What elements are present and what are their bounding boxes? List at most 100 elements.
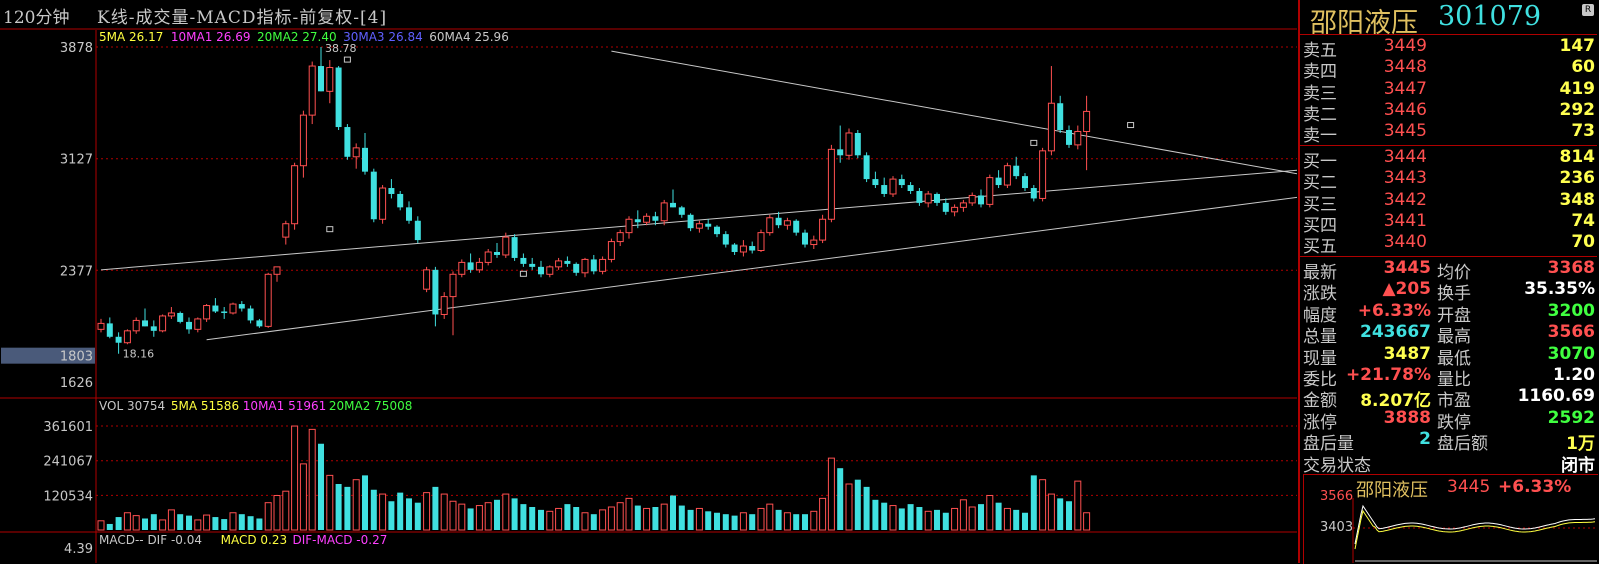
candle-body [256,320,263,327]
order-volume: 814 [1559,147,1596,167]
trend-anchor [1030,139,1038,146]
bid-row[interactable]: 买四 3441 74 [1303,210,1595,236]
volume-bar [186,515,192,530]
volume-bar [607,506,615,531]
kline-chart[interactable]: 3878 3127 2377 1803 1626 361601 241067 120534 4.… [0,0,1297,563]
volume-bar [1022,512,1028,530]
candle-body [229,303,237,314]
bid-row[interactable]: 买二 3443 236 [1303,168,1595,193]
volume-bar [414,502,421,530]
price-tick-label: 1803 [60,350,93,365]
candle-body [1030,188,1037,199]
volume-bar [934,509,940,530]
quote-stat-row: 交易状态 闭市 [1303,451,1595,476]
ask-row[interactable]: 卖二 3446 292 [1303,100,1595,125]
volume-bar [397,492,404,530]
macd-tick-label: 4.39 [64,542,93,557]
order-level-label: 卖五 [1303,41,1337,61]
stat-label: 幅度 [1303,305,1337,326]
volume-bar [845,483,853,531]
stat-value: 35.35% [1524,279,1595,300]
candle-body [1047,102,1055,152]
stat-value: 2 [1419,429,1431,450]
quote-stat-row: 金额 8.207亿 市盈 1160.69 [1303,386,1595,411]
legend-entry: 20MA2 27.40 [257,30,337,44]
candle-body [757,232,765,251]
ask-row[interactable]: 卖五 3449 147 [1303,36,1595,61]
order-volume: 74 [1571,210,1595,231]
mini-price: 3445 [1447,477,1491,497]
volume-bar [881,502,888,530]
stat-label: 金额 [1303,391,1337,412]
volume-bar [810,510,818,531]
ask-row[interactable]: 卖三 3447 419 [1303,78,1596,104]
candle-body [291,165,299,225]
stat-label: 委比 [1303,370,1337,390]
stat-label: 均价 [1437,263,1471,283]
margin-badge: R [1582,4,1594,16]
candle-body [634,219,641,223]
period-label[interactable]: 120分钟 [3,8,70,28]
legend-entry: MACD 0.23 [220,533,288,547]
volume-bar [678,505,685,530]
bid-row[interactable]: 买三 3442 348 [1303,190,1595,215]
candle-body [1003,165,1011,186]
stat-value: 3200 [1547,300,1595,321]
ask-row[interactable]: 卖四 3448 60 [1303,57,1595,82]
candle-body [520,257,527,264]
stat-value: 3368 [1547,258,1595,278]
stat-label: 最高 [1437,327,1471,348]
volume-bar [177,514,184,530]
candle-body [819,218,827,241]
price-tick-label: 2377 [60,264,93,279]
volume-bar [749,514,756,530]
mini-chart-box[interactable] [1303,474,1598,564]
candle-body [221,311,228,313]
volume-bar [115,517,122,530]
chart-area[interactable]: 3878 3127 2377 1803 1626 361601 241067 120534 4.… [0,0,1297,563]
volume-bar [1039,479,1047,531]
volume-bar [299,463,307,531]
candle-body [607,241,615,260]
candle-body [97,322,105,330]
volume-bar [695,507,703,531]
legend-entry: 30MA3 26.84 [343,30,423,44]
candle-body [432,269,439,315]
volume-bar [643,507,651,531]
volume-bar [599,509,607,531]
stat-value: +6.33% [1357,300,1431,321]
candle-body [731,244,738,252]
order-volume: 60 [1571,57,1595,78]
candle-body [132,319,140,332]
volume-bar [783,512,791,531]
volume-bar [714,512,720,530]
volume-bar [352,479,360,531]
quote-stat-row: 盘后量 2 盘后额 1万 [1303,429,1595,454]
candle-body [1066,130,1072,145]
volume-bar [467,508,474,530]
candle-body [150,326,157,331]
candle-body [458,261,466,275]
bid-row[interactable]: 买五 3440 70 [1303,232,1595,257]
stat-value: 3070 [1547,343,1595,364]
stat-value: 3566 [1547,322,1595,343]
legend-entry: 5MA 26.17 [99,30,164,44]
volume-bar [123,512,131,531]
volume-bar [511,498,518,530]
candle-body [379,187,387,220]
ask-row[interactable]: 卖一 3445 73 [1303,121,1595,146]
candle-body [1083,110,1091,132]
candle-body [872,179,879,186]
bid-row[interactable]: 买一 3444 814 [1303,147,1596,172]
volume-bar [889,505,897,531]
quote-stat-row: 最新 3445 均价 3368 [1303,258,1595,283]
volume-bar [529,507,536,530]
candle-body [854,132,861,156]
candle-body [722,234,729,245]
quote-stat-row: 涨跌 ▲205 换手 35.35% [1303,279,1595,304]
candle-body [282,223,290,238]
candle-body [1057,103,1064,131]
order-volume: 419 [1559,78,1596,99]
candle-body [652,216,659,221]
volume-bar [132,515,140,531]
